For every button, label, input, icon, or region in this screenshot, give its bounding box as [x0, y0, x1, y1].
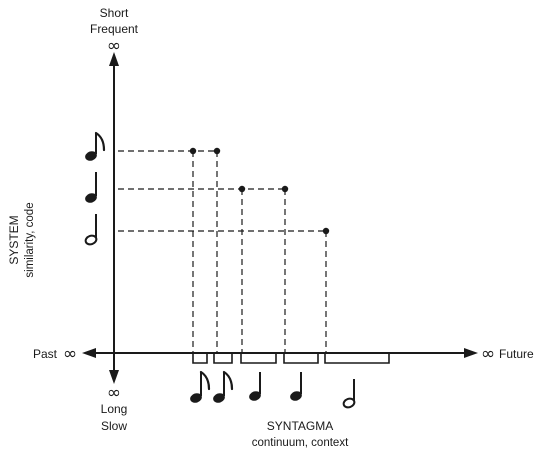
label-short: Short — [100, 6, 129, 20]
syntagma-note-quarter-icon — [249, 372, 261, 401]
label-long: Long — [101, 402, 128, 416]
syntagma-note-eighth-icon — [213, 370, 234, 403]
label-frequent: Frequent — [90, 22, 139, 36]
arrow-up-icon — [109, 52, 119, 66]
label-slow: Slow — [101, 419, 127, 433]
arrow-right-icon — [464, 348, 478, 358]
system-note-quarter-icon — [85, 172, 97, 203]
system-note-half-icon — [84, 214, 98, 246]
label-future: Future — [499, 347, 534, 361]
system-subtitle: similarity, code — [24, 202, 36, 277]
infinity-left: ∞ — [63, 344, 77, 364]
arrow-down-icon — [109, 370, 119, 384]
system-label: SYSTEM similarity, code — [7, 202, 36, 277]
arrow-left-icon — [82, 348, 96, 358]
system-title: SYSTEM — [7, 215, 21, 264]
syntagma-title: SYNTAGMA — [267, 419, 333, 433]
duration-brackets — [192, 353, 390, 364]
label-past: Past — [33, 347, 58, 361]
syntagma-note-quarter-icon — [290, 372, 302, 401]
horizontal-axis — [82, 348, 478, 358]
infinity-top: ∞ — [107, 36, 121, 56]
syntagma-note-half-icon — [342, 379, 356, 409]
infinity-right: ∞ — [481, 344, 495, 364]
infinity-bottom: ∞ — [107, 383, 121, 403]
intersection-dots — [189, 147, 330, 235]
vertical-axis — [109, 52, 119, 384]
system-note-eighth-icon — [85, 131, 106, 161]
syntagma-note-eighth-icon — [190, 370, 211, 403]
connector-lines — [118, 150, 327, 353]
syntagma-subtitle: continuum, context — [252, 437, 349, 449]
